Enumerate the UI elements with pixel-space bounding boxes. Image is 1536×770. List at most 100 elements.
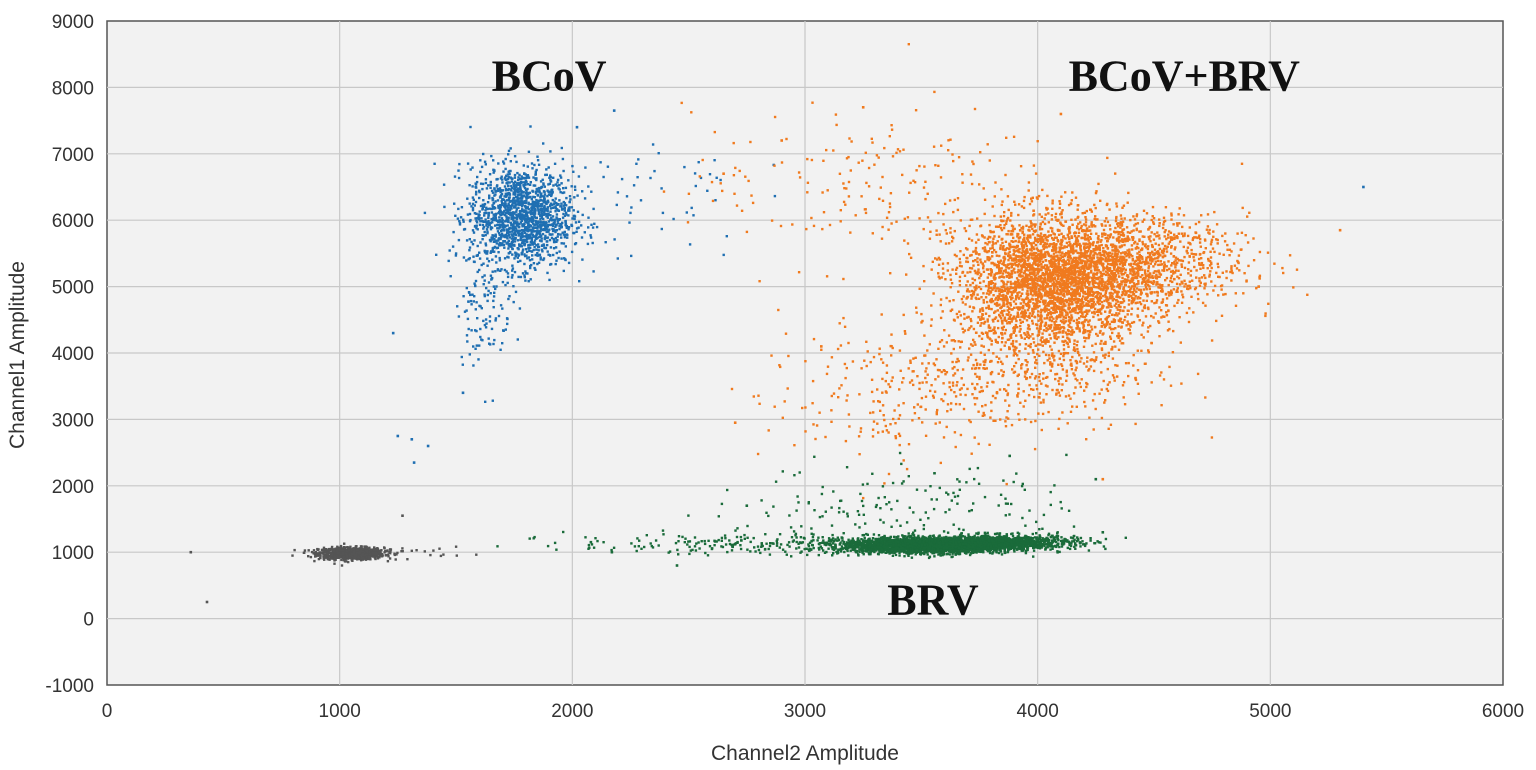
data-point bbox=[507, 212, 511, 215]
data-point bbox=[469, 168, 472, 171]
data-point bbox=[1065, 379, 1068, 382]
data-point bbox=[1063, 302, 1066, 305]
data-point bbox=[1038, 249, 1041, 253]
data-point bbox=[504, 202, 507, 206]
data-point bbox=[1101, 288, 1105, 292]
data-point bbox=[1049, 337, 1052, 340]
data-point bbox=[1007, 311, 1011, 314]
data-point bbox=[1066, 289, 1069, 292]
data-point bbox=[1116, 300, 1119, 303]
data-point bbox=[1133, 224, 1136, 227]
data-point bbox=[497, 162, 500, 165]
data-point bbox=[1062, 236, 1065, 239]
data-point bbox=[1141, 220, 1144, 223]
data-point bbox=[1042, 329, 1046, 332]
data-point bbox=[535, 237, 538, 240]
data-point bbox=[342, 546, 346, 549]
data-point bbox=[1046, 328, 1049, 331]
data-point bbox=[1035, 277, 1038, 280]
data-point bbox=[519, 236, 523, 239]
data-point bbox=[505, 199, 509, 202]
data-point bbox=[1013, 267, 1016, 270]
data-point bbox=[996, 319, 1000, 323]
data-point bbox=[1128, 328, 1131, 332]
data-point bbox=[1015, 264, 1018, 267]
data-point bbox=[995, 254, 999, 257]
data-point bbox=[685, 211, 688, 214]
data-point bbox=[530, 238, 533, 241]
data-point bbox=[1017, 274, 1021, 277]
data-point bbox=[1043, 361, 1046, 365]
data-point bbox=[1087, 239, 1090, 242]
data-point bbox=[511, 217, 514, 220]
data-point bbox=[1104, 291, 1107, 294]
data-point bbox=[530, 241, 533, 245]
data-point bbox=[470, 329, 473, 332]
data-point bbox=[1130, 307, 1134, 310]
data-point bbox=[578, 280, 581, 283]
data-point bbox=[499, 242, 503, 245]
data-point bbox=[1036, 240, 1039, 244]
data-point bbox=[982, 270, 986, 273]
data-point bbox=[973, 341, 976, 344]
data-point bbox=[1037, 289, 1041, 293]
data-point bbox=[538, 239, 542, 242]
data-point bbox=[537, 232, 540, 235]
data-point bbox=[522, 181, 525, 184]
data-point bbox=[533, 245, 536, 249]
data-point bbox=[368, 550, 371, 554]
data-point bbox=[371, 552, 374, 556]
data-point bbox=[531, 205, 534, 208]
data-point bbox=[532, 227, 535, 230]
data-point bbox=[499, 237, 502, 241]
data-point bbox=[536, 194, 539, 197]
data-point bbox=[1058, 300, 1062, 303]
data-point bbox=[1019, 255, 1023, 259]
data-point bbox=[471, 202, 475, 206]
data-point bbox=[978, 271, 981, 274]
data-point bbox=[377, 555, 380, 558]
data-point bbox=[1156, 280, 1159, 284]
data-point bbox=[969, 270, 972, 274]
data-point bbox=[1146, 247, 1150, 251]
data-point bbox=[941, 310, 944, 313]
data-point bbox=[1034, 252, 1038, 255]
data-point bbox=[1121, 264, 1124, 267]
data-point bbox=[535, 230, 539, 233]
data-point bbox=[536, 155, 539, 158]
data-point bbox=[504, 178, 508, 182]
data-point bbox=[1124, 271, 1127, 274]
data-point bbox=[528, 217, 531, 220]
data-point bbox=[497, 251, 500, 254]
data-point bbox=[1120, 217, 1123, 220]
data-point bbox=[1035, 358, 1038, 362]
data-point bbox=[1049, 299, 1052, 303]
data-point bbox=[457, 207, 460, 211]
data-point bbox=[575, 125, 579, 129]
data-point bbox=[523, 181, 527, 184]
data-point bbox=[332, 548, 335, 551]
data-point bbox=[540, 224, 544, 227]
data-point bbox=[1000, 285, 1003, 289]
data-point bbox=[653, 169, 656, 173]
data-point bbox=[503, 195, 506, 198]
data-point bbox=[1144, 283, 1147, 287]
data-point bbox=[517, 229, 520, 233]
data-point bbox=[536, 225, 539, 228]
data-point bbox=[509, 188, 512, 191]
data-point bbox=[293, 548, 296, 552]
data-point bbox=[429, 553, 432, 557]
data-point bbox=[1022, 199, 1026, 203]
data-point bbox=[1067, 290, 1071, 293]
data-point bbox=[1040, 215, 1043, 218]
data-point bbox=[1098, 280, 1101, 283]
data-point bbox=[487, 214, 490, 217]
data-point bbox=[1161, 315, 1165, 318]
data-point bbox=[519, 232, 522, 235]
data-point bbox=[1120, 293, 1124, 297]
data-point bbox=[982, 187, 985, 190]
data-point bbox=[518, 215, 521, 218]
data-point bbox=[1152, 316, 1155, 319]
data-point bbox=[988, 293, 991, 296]
data-point bbox=[307, 549, 310, 552]
